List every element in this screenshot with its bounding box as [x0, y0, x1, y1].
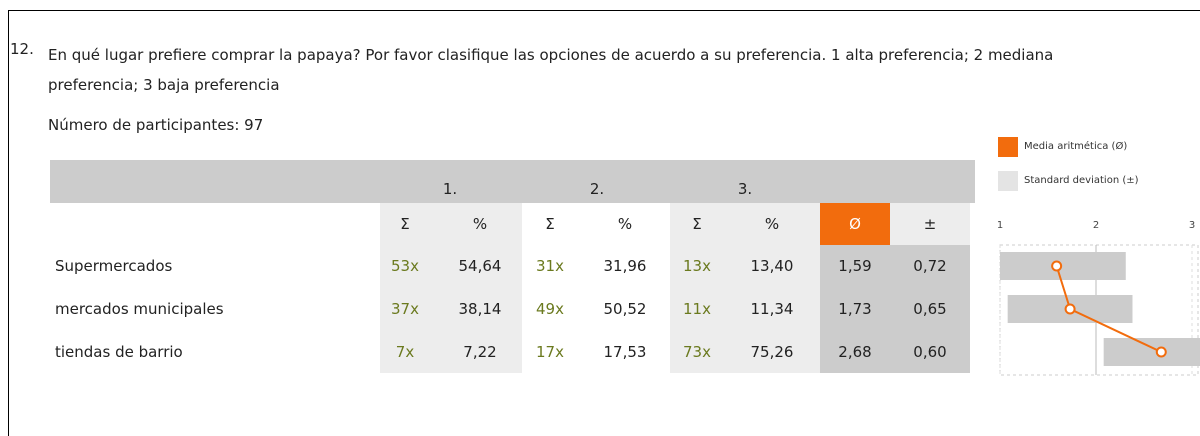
column-header: Σ — [692, 215, 702, 233]
count: 31x — [536, 257, 564, 275]
mean-point — [1064, 303, 1076, 315]
group-label: 3. — [737, 180, 753, 198]
count: 73x — [683, 343, 711, 361]
legend-swatch-mean — [998, 137, 1018, 157]
count: 37x — [391, 300, 419, 318]
tick-label: 1 — [997, 220, 1003, 231]
count: 11x — [683, 300, 711, 318]
group-label: 2. — [589, 180, 605, 198]
percent: 75,26 — [750, 343, 794, 361]
percent: 50,52 — [603, 300, 647, 318]
row-label: Supermercados — [55, 257, 173, 275]
percent: 11,34 — [750, 300, 794, 318]
sd: 0,60 — [913, 343, 947, 361]
mean-header-bg — [820, 203, 890, 245]
question-number: 12. — [10, 40, 34, 58]
legend-mean: Media aritmética (Ø) — [1024, 141, 1128, 152]
chart-frame — [999, 244, 1199, 376]
sd: 0,65 — [913, 300, 947, 318]
count: 53x — [391, 257, 419, 275]
sd-bar — [1000, 252, 1126, 280]
subheader-bg — [890, 203, 970, 245]
participants: Número de participantes: 97 — [48, 116, 264, 134]
row-label: tiendas de barrio — [55, 343, 183, 361]
percent: 13,40 — [750, 257, 794, 275]
mean-point — [1051, 260, 1063, 272]
tick-label: 2 — [1093, 220, 1099, 231]
percent: 17,53 — [603, 343, 647, 361]
count: 13x — [683, 257, 711, 275]
percent: 54,64 — [458, 257, 502, 275]
column-bg — [670, 203, 820, 373]
sd: 0,72 — [913, 257, 947, 275]
question-text: En qué lugar prefiere comprar la papaya?… — [48, 46, 1054, 94]
count: 17x — [536, 343, 564, 361]
tick-label: 3 — [1189, 220, 1195, 231]
percent: 38,14 — [458, 300, 502, 318]
column-header: ± — [923, 215, 937, 233]
header-band — [50, 160, 975, 203]
percent: 7,22 — [463, 343, 497, 361]
column-header: Σ — [400, 215, 410, 233]
percent: 31,96 — [603, 257, 647, 275]
mean: 1,73 — [838, 300, 872, 318]
column-header: Ø — [849, 215, 861, 233]
frame — [8, 10, 1200, 436]
chart: 1 2 3 — [997, 220, 1200, 376]
legend-swatch-sd — [998, 171, 1018, 191]
legend-sd: Standard deviation (±) — [1024, 175, 1139, 186]
mean: 2,68 — [838, 343, 872, 361]
row-label: mercados municipales — [55, 300, 224, 318]
mean: 1,59 — [838, 257, 872, 275]
mean-point — [1155, 346, 1167, 358]
column-bg — [380, 203, 522, 373]
column-header: % — [472, 215, 488, 233]
count: 7x — [395, 343, 415, 361]
column-header: % — [617, 215, 633, 233]
column-header: % — [764, 215, 780, 233]
group-label: 1. — [442, 180, 458, 198]
sd-bar — [1103, 338, 1200, 366]
count: 49x — [536, 300, 564, 318]
column-header: Σ — [545, 215, 555, 233]
